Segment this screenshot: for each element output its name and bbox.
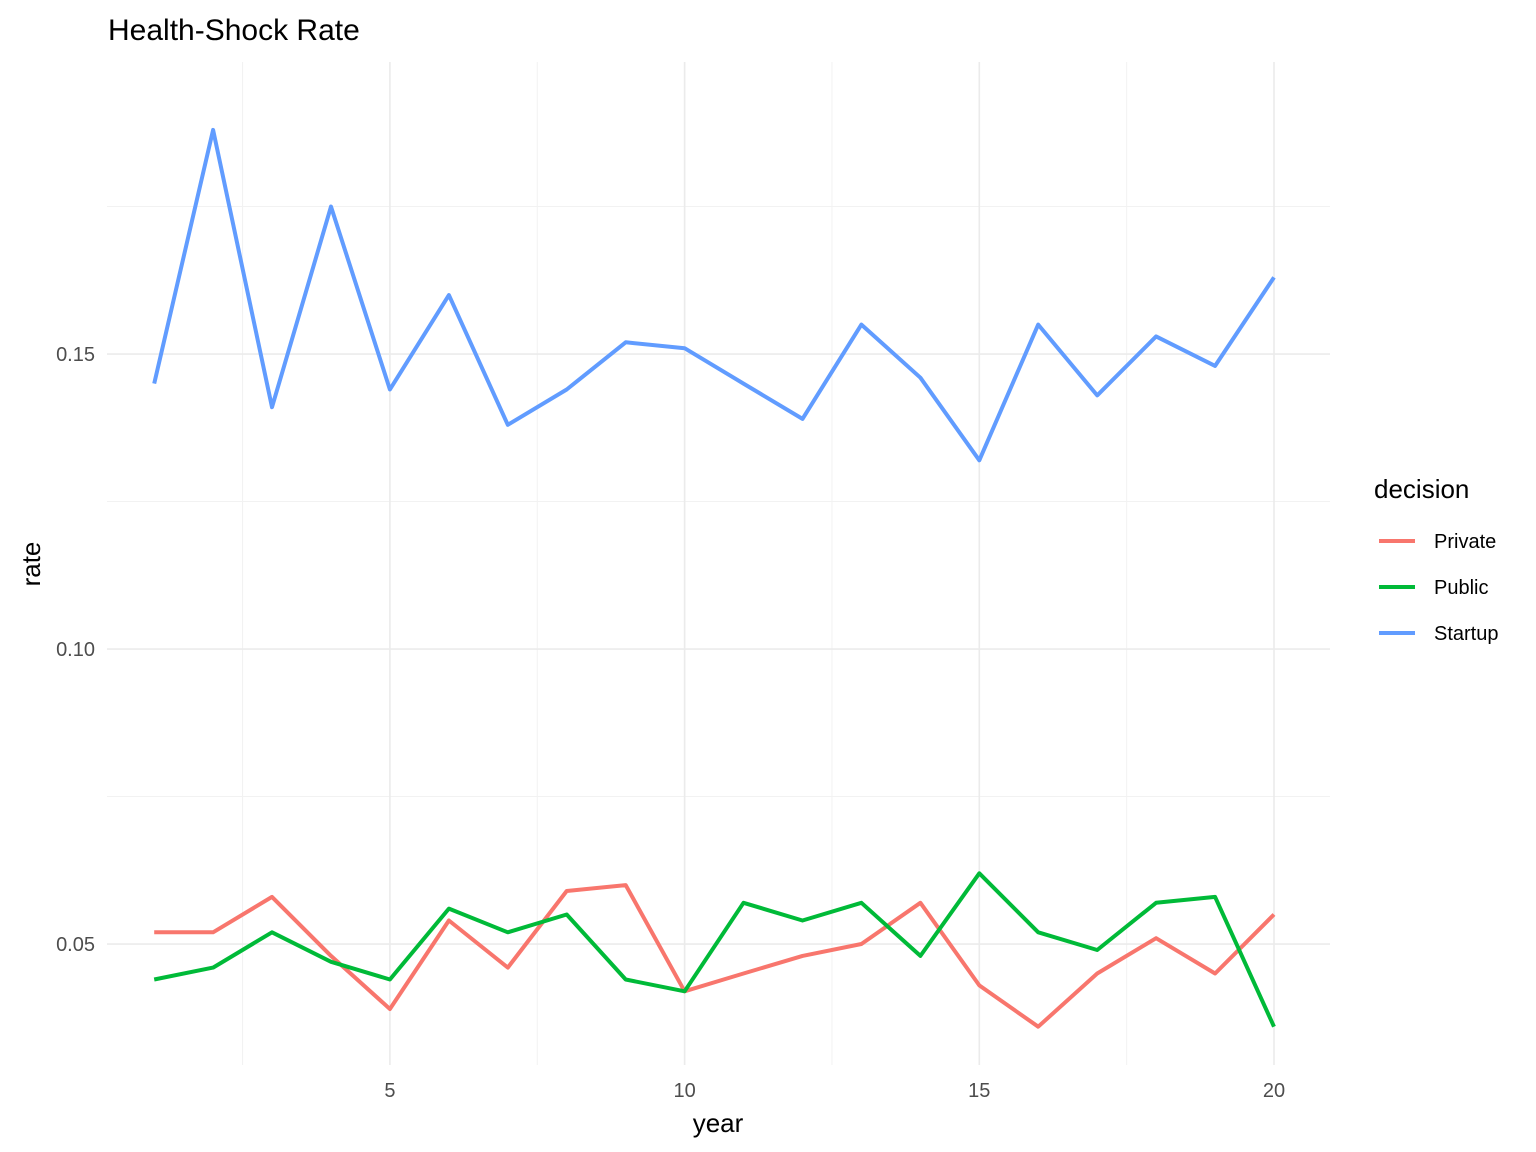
y-tick-label: 0.05 bbox=[56, 934, 95, 956]
legend-label-public: Public bbox=[1434, 577, 1488, 599]
y-tick-label: 0.15 bbox=[56, 344, 95, 366]
minor-gridlines bbox=[107, 62, 1330, 1065]
legend-label-private: Private bbox=[1434, 531, 1496, 553]
x-tick-label: 15 bbox=[968, 1080, 990, 1102]
legend: decision Private Public Startup bbox=[1374, 474, 1498, 645]
y-axis-title: rate bbox=[16, 542, 46, 587]
legend-label-startup: Startup bbox=[1434, 623, 1498, 645]
y-axis-ticks: 0.05 0.10 0.15 bbox=[56, 344, 95, 956]
x-tick-label: 5 bbox=[384, 1080, 395, 1102]
major-gridlines bbox=[107, 62, 1330, 1065]
legend-items: Private Public Startup bbox=[1379, 531, 1498, 645]
chart-title: Health-Shock Rate bbox=[108, 14, 360, 47]
x-axis-ticks: 5 10 15 20 bbox=[384, 1080, 1285, 1102]
y-tick-label: 0.10 bbox=[56, 639, 95, 661]
series-line-startup bbox=[152, 127, 1276, 463]
series-line-public bbox=[153, 871, 1276, 1028]
legend-title: decision bbox=[1374, 474, 1469, 504]
x-axis-title: year bbox=[693, 1108, 744, 1138]
series-lines bbox=[152, 127, 1276, 1029]
x-tick-label: 10 bbox=[673, 1080, 695, 1102]
x-tick-label: 20 bbox=[1263, 1080, 1285, 1102]
